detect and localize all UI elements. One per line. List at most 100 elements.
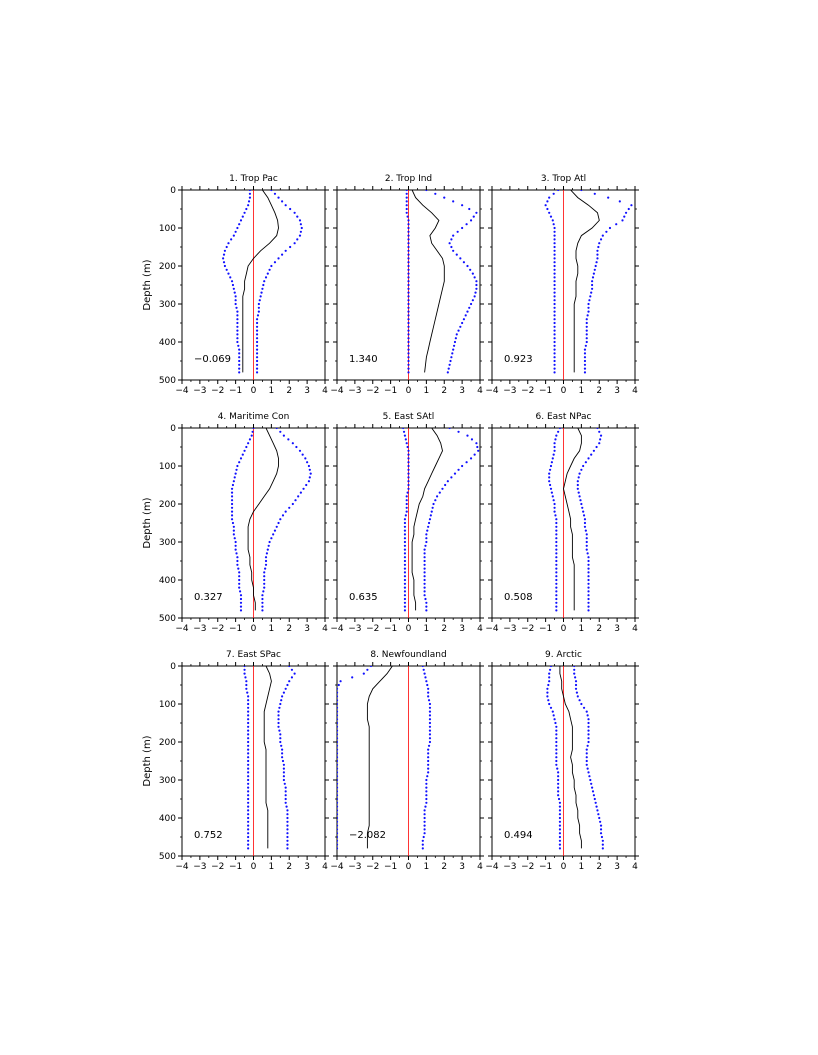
bound-point-lower	[236, 563, 239, 566]
bound-point-lower	[405, 442, 408, 445]
bound-point-lower	[555, 544, 558, 547]
x-tick-label: 2	[286, 624, 292, 634]
bound-point-upper	[426, 529, 429, 532]
bound-point-upper	[599, 434, 603, 437]
bound-point-upper	[468, 306, 471, 309]
bound-point-upper	[599, 438, 602, 441]
bound-point-lower	[232, 287, 235, 290]
bound-point-lower	[549, 464, 553, 468]
bound-point-lower	[247, 794, 250, 797]
bound-point-upper	[587, 571, 590, 574]
bound-point-lower	[553, 261, 556, 264]
bound-point-upper	[586, 714, 589, 717]
bound-point-upper	[263, 571, 266, 574]
x-tick-label: −4	[175, 386, 189, 396]
bound-point-lower	[366, 668, 369, 671]
bound-point-upper	[584, 529, 587, 532]
x-tick-label: −2	[366, 862, 379, 872]
bound-point-lower	[247, 733, 250, 736]
bound-point-lower	[233, 476, 236, 479]
bound-point-lower	[546, 695, 549, 698]
bound-point-lower	[407, 449, 410, 452]
bound-point-upper	[423, 552, 426, 555]
bound-point-lower	[337, 687, 339, 690]
bound-point-lower	[247, 710, 250, 713]
bound-point-upper	[427, 771, 430, 774]
bound-point-lower	[407, 348, 410, 351]
bound-point-lower	[403, 575, 407, 578]
bound-point-lower	[407, 249, 410, 252]
bound-point-upper	[587, 310, 590, 313]
bound-point-upper	[261, 597, 264, 601]
bound-point-lower	[337, 820, 339, 823]
bound-point-lower	[407, 371, 410, 374]
bound-point-upper	[428, 702, 432, 706]
bound-point-upper	[578, 495, 581, 498]
bound-point-upper	[450, 476, 453, 479]
bound-point-lower	[403, 525, 407, 528]
bound-point-upper	[450, 238, 453, 241]
bound-point-lower	[247, 805, 250, 808]
bound-point-lower	[407, 333, 410, 336]
bound-point-upper	[299, 491, 302, 494]
bound-point-upper	[588, 775, 591, 778]
bound-point-lower	[547, 683, 550, 687]
bound-point-upper	[282, 763, 285, 766]
bound-point-lower	[557, 775, 560, 778]
x-tick-label: −1	[539, 624, 552, 634]
bound-point-lower	[337, 710, 339, 713]
bound-point-upper	[262, 590, 265, 593]
bound-point-upper	[462, 318, 466, 321]
bound-point-upper	[278, 706, 281, 709]
bound-point-upper	[284, 794, 287, 797]
bound-point-upper	[577, 476, 580, 479]
bound-point-lower	[403, 586, 407, 589]
bound-point-upper	[446, 480, 449, 483]
bound-point-upper	[444, 483, 447, 487]
panel-value-label: 0.923	[504, 354, 533, 365]
bound-point-lower	[558, 843, 562, 846]
bound-point-lower	[238, 371, 241, 374]
bound-point-upper	[284, 249, 287, 252]
bound-point-lower	[247, 824, 250, 827]
mean-profile-line	[411, 428, 443, 611]
bound-point-upper	[286, 816, 289, 820]
bound-point-lower	[407, 295, 410, 298]
bound-point-lower	[235, 468, 238, 471]
bound-point-lower	[232, 525, 235, 528]
x-tick-label: −1	[539, 862, 552, 872]
bound-point-upper	[449, 359, 452, 363]
bound-point-lower	[552, 453, 555, 456]
bound-point-upper	[286, 820, 289, 823]
bound-point-lower	[234, 548, 237, 551]
bound-point-lower	[407, 483, 410, 487]
bound-point-upper	[272, 533, 275, 536]
bound-point-lower	[337, 790, 339, 793]
y-tick-label: 400	[159, 338, 176, 348]
bound-point-upper	[299, 230, 302, 233]
bound-point-lower	[239, 601, 243, 604]
bound-point-lower	[233, 537, 236, 540]
bound-point-lower	[549, 666, 553, 668]
bound-point-upper	[471, 299, 474, 302]
bound-point-lower	[407, 272, 410, 275]
bound-point-lower	[234, 472, 237, 475]
x-tick-label: 2	[596, 862, 602, 872]
bound-point-lower	[247, 782, 250, 785]
x-tick-label: 3	[614, 386, 620, 396]
bound-point-upper	[267, 544, 270, 547]
bound-point-lower	[553, 352, 556, 355]
x-tick-label: −2	[521, 386, 534, 396]
x-tick-label: 2	[441, 624, 447, 634]
bound-point-upper	[453, 340, 457, 344]
bound-point-upper	[452, 344, 456, 347]
bound-point-upper	[290, 676, 294, 679]
bound-point-lower	[555, 752, 558, 755]
bound-point-upper	[589, 778, 592, 782]
mean-profile-line	[263, 666, 272, 849]
bound-point-upper	[277, 521, 280, 525]
bound-point-upper	[587, 582, 590, 585]
bound-point-upper	[282, 434, 285, 437]
bound-point-lower	[247, 763, 250, 766]
bound-point-lower	[557, 794, 560, 797]
